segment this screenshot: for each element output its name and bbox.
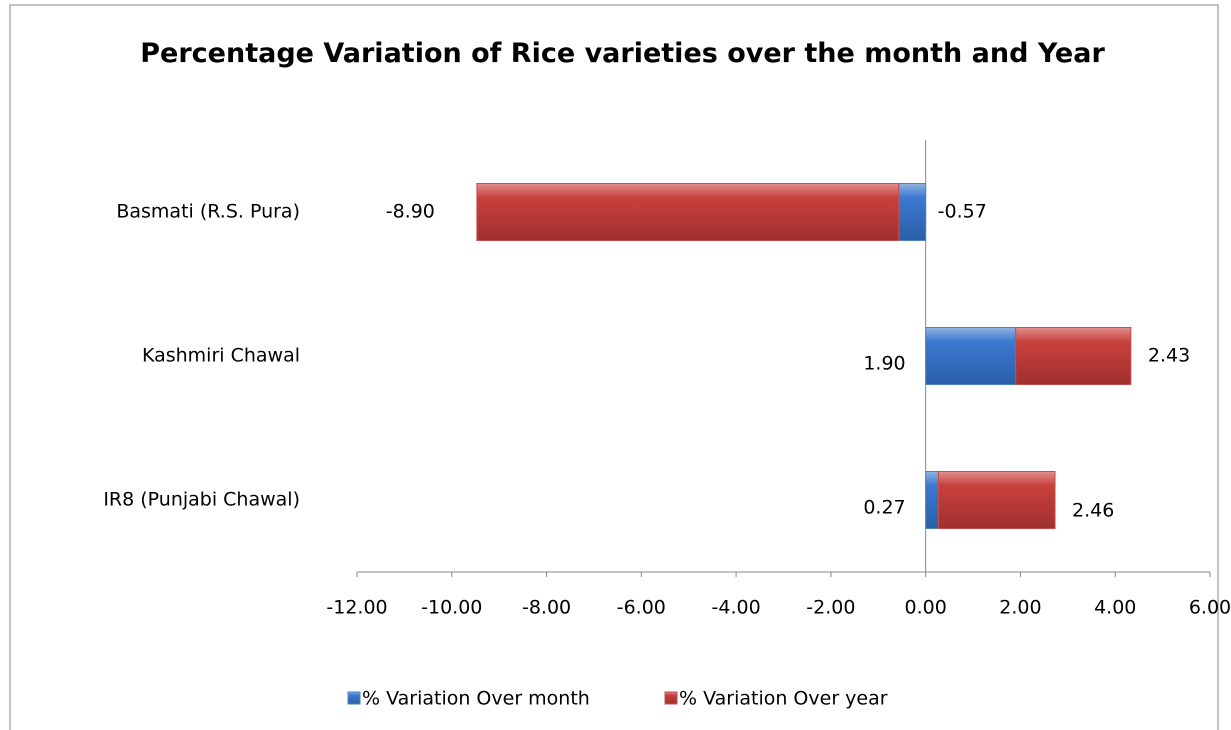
data-label: 1.90 (863, 353, 905, 375)
y-tick-label: Kashmiri Chawal (142, 345, 300, 367)
chart-title: Percentage Variation of Rice varieties o… (140, 38, 1105, 69)
x-tick-label: -2.00 (806, 597, 855, 619)
bar (1015, 327, 1132, 385)
legend-swatch (664, 691, 678, 705)
x-tick-label: -8.00 (522, 597, 571, 619)
y-tick-label: IR8 (Punjabi Chawal) (103, 489, 300, 511)
legend-label: % Variation Over month (362, 688, 590, 710)
data-label: 2.43 (1148, 345, 1190, 367)
legend-label: % Variation Over year (679, 688, 888, 710)
x-tick-label: 0.00 (905, 597, 947, 619)
x-tick-label: -12.00 (326, 597, 387, 619)
data-label: 0.27 (863, 497, 905, 519)
data-label: 2.46 (1072, 500, 1114, 522)
bar (937, 471, 1056, 529)
bar (898, 183, 927, 241)
bar (476, 183, 900, 241)
chart-border (9, 4, 1219, 730)
x-tick-label: -4.00 (712, 597, 761, 619)
x-tick-label: 6.00 (1189, 597, 1231, 619)
x-tick-label: -6.00 (617, 597, 666, 619)
legend-swatch (347, 691, 361, 705)
x-tick-label: 2.00 (999, 597, 1041, 619)
data-label: -0.57 (938, 201, 987, 223)
data-label: -8.90 (386, 201, 435, 223)
x-tick-label: -10.00 (421, 597, 482, 619)
bar (925, 327, 1017, 385)
y-tick-label: Basmati (R.S. Pura) (116, 201, 300, 223)
bar (925, 471, 939, 529)
x-tick-label: 4.00 (1094, 597, 1136, 619)
